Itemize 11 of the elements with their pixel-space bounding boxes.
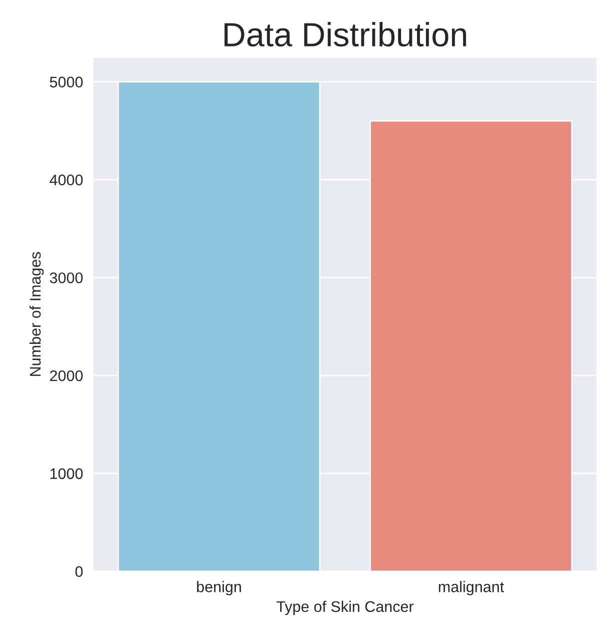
y-tick-label: 4000 [50,174,83,186]
x-tick-label: benign [197,581,241,596]
y-axis-title: Number of Images [29,252,44,376]
chart-title: Data Distribution [224,22,466,47]
y-tick-label: 5000 [50,76,83,88]
y-tick-label: 2000 [50,370,83,382]
y-tick-label: 3000 [50,272,83,284]
x-tick-label: malignant [438,581,504,596]
y-tick-label: 1000 [50,468,83,480]
y-tick-label: 0 [75,566,83,577]
x-axis-title: Type of Skin Cancer [276,600,414,616]
